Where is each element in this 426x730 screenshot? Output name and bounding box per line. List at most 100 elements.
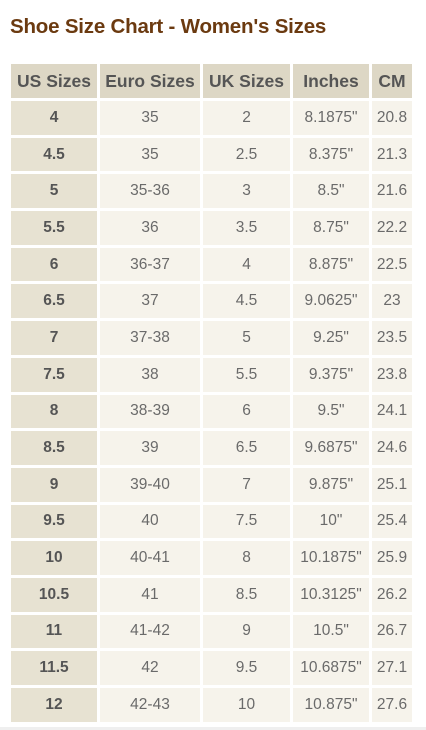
inches-cell: 9.25" <box>293 321 369 355</box>
size-chart-table: US Sizes Euro Sizes UK Sizes Inches CM 4… <box>8 61 415 725</box>
cm-cell: 23.5 <box>372 321 412 355</box>
table-row: 10.5 41 8.5 10.3125" 26.2 <box>11 577 412 612</box>
euro-size-cell: 35 <box>100 137 200 172</box>
euro-size-cell: 39-40 <box>100 467 200 502</box>
uk-size-cell: 6.5 <box>203 431 290 465</box>
column-header-us-sizes: US Sizes <box>11 64 97 98</box>
us-size-cell: 7 <box>11 321 97 355</box>
uk-size-cell: 5.5 <box>203 357 290 392</box>
inches-cell: 9.375" <box>293 357 369 392</box>
page-bottom-divider <box>0 727 426 730</box>
us-size-cell: 10 <box>11 541 97 575</box>
euro-size-cell: 41-42 <box>100 614 200 649</box>
cm-cell: 26.2 <box>372 577 412 612</box>
euro-size-cell: 38 <box>100 357 200 392</box>
cm-cell: 21.3 <box>372 137 412 172</box>
uk-size-cell: 3 <box>203 174 290 209</box>
uk-size-cell: 9.5 <box>203 651 290 685</box>
uk-size-cell: 9 <box>203 614 290 649</box>
euro-size-cell: 39 <box>100 431 200 465</box>
euro-size-cell: 37 <box>100 284 200 319</box>
euro-size-cell: 36-37 <box>100 247 200 282</box>
table-row: 6 36-37 4 8.875" 22.5 <box>11 247 412 282</box>
cm-cell: 24.6 <box>372 431 412 465</box>
table-row: 12 42-43 10 10.875" 27.6 <box>11 688 412 722</box>
cm-cell: 24.1 <box>372 394 412 429</box>
us-size-cell: 9 <box>11 467 97 502</box>
uk-size-cell: 2 <box>203 101 290 135</box>
inches-cell: 8.875" <box>293 247 369 282</box>
table-row: 4 35 2 8.1875" 20.8 <box>11 101 412 135</box>
uk-size-cell: 2.5 <box>203 137 290 172</box>
inches-cell: 10.3125" <box>293 577 369 612</box>
euro-size-cell: 38-39 <box>100 394 200 429</box>
uk-size-cell: 4.5 <box>203 284 290 319</box>
table-row: 11.5 42 9.5 10.6875" 27.1 <box>11 651 412 685</box>
cm-cell: 23 <box>372 284 412 319</box>
inches-cell: 8.75" <box>293 211 369 245</box>
inches-cell: 10" <box>293 504 369 539</box>
us-size-cell: 4 <box>11 101 97 135</box>
column-header-cm: CM <box>372 64 412 98</box>
table-row: 9.5 40 7.5 10" 25.4 <box>11 504 412 539</box>
us-size-cell: 8.5 <box>11 431 97 465</box>
table-row: 4.5 35 2.5 8.375" 21.3 <box>11 137 412 172</box>
euro-size-cell: 35-36 <box>100 174 200 209</box>
inches-cell: 10.5" <box>293 614 369 649</box>
us-size-cell: 4.5 <box>11 137 97 172</box>
table-row: 5.5 36 3.5 8.75" 22.2 <box>11 211 412 245</box>
inches-cell: 8.5" <box>293 174 369 209</box>
inches-cell: 10.875" <box>293 688 369 722</box>
us-size-cell: 12 <box>11 688 97 722</box>
table-row: 10 40-41 8 10.1875" 25.9 <box>11 541 412 575</box>
cm-cell: 27.1 <box>372 651 412 685</box>
euro-size-cell: 41 <box>100 577 200 612</box>
euro-size-cell: 40-41 <box>100 541 200 575</box>
uk-size-cell: 8.5 <box>203 577 290 612</box>
us-size-cell: 5.5 <box>11 211 97 245</box>
inches-cell: 8.375" <box>293 137 369 172</box>
inches-cell: 9.0625" <box>293 284 369 319</box>
uk-size-cell: 3.5 <box>203 211 290 245</box>
table-row: 8.5 39 6.5 9.6875" 24.6 <box>11 431 412 465</box>
us-size-cell: 11 <box>11 614 97 649</box>
euro-size-cell: 37-38 <box>100 321 200 355</box>
us-size-cell: 9.5 <box>11 504 97 539</box>
cm-cell: 22.5 <box>372 247 412 282</box>
inches-cell: 9.6875" <box>293 431 369 465</box>
cm-cell: 20.8 <box>372 101 412 135</box>
table-row: 11 41-42 9 10.5" 26.7 <box>11 614 412 649</box>
table-row: 7.5 38 5.5 9.375" 23.8 <box>11 357 412 392</box>
table-row: 8 38-39 6 9.5" 24.1 <box>11 394 412 429</box>
inches-cell: 10.1875" <box>293 541 369 575</box>
inches-cell: 10.6875" <box>293 651 369 685</box>
cm-cell: 21.6 <box>372 174 412 209</box>
inches-cell: 9.5" <box>293 394 369 429</box>
euro-size-cell: 36 <box>100 211 200 245</box>
cm-cell: 25.4 <box>372 504 412 539</box>
uk-size-cell: 10 <box>203 688 290 722</box>
euro-size-cell: 40 <box>100 504 200 539</box>
us-size-cell: 7.5 <box>11 357 97 392</box>
uk-size-cell: 4 <box>203 247 290 282</box>
uk-size-cell: 8 <box>203 541 290 575</box>
us-size-cell: 10.5 <box>11 577 97 612</box>
column-header-uk-sizes: UK Sizes <box>203 64 290 98</box>
uk-size-cell: 7.5 <box>203 504 290 539</box>
table-row: 5 35-36 3 8.5" 21.6 <box>11 174 412 209</box>
column-header-euro-sizes: Euro Sizes <box>100 64 200 98</box>
cm-cell: 27.6 <box>372 688 412 722</box>
uk-size-cell: 5 <box>203 321 290 355</box>
us-size-cell: 11.5 <box>11 651 97 685</box>
euro-size-cell: 35 <box>100 101 200 135</box>
us-size-cell: 6 <box>11 247 97 282</box>
table-row: 7 37-38 5 9.25" 23.5 <box>11 321 412 355</box>
inches-cell: 9.875" <box>293 467 369 502</box>
us-size-cell: 6.5 <box>11 284 97 319</box>
inches-cell: 8.1875" <box>293 101 369 135</box>
us-size-cell: 8 <box>11 394 97 429</box>
cm-cell: 25.9 <box>372 541 412 575</box>
cm-cell: 23.8 <box>372 357 412 392</box>
column-header-inches: Inches <box>293 64 369 98</box>
cm-cell: 22.2 <box>372 211 412 245</box>
